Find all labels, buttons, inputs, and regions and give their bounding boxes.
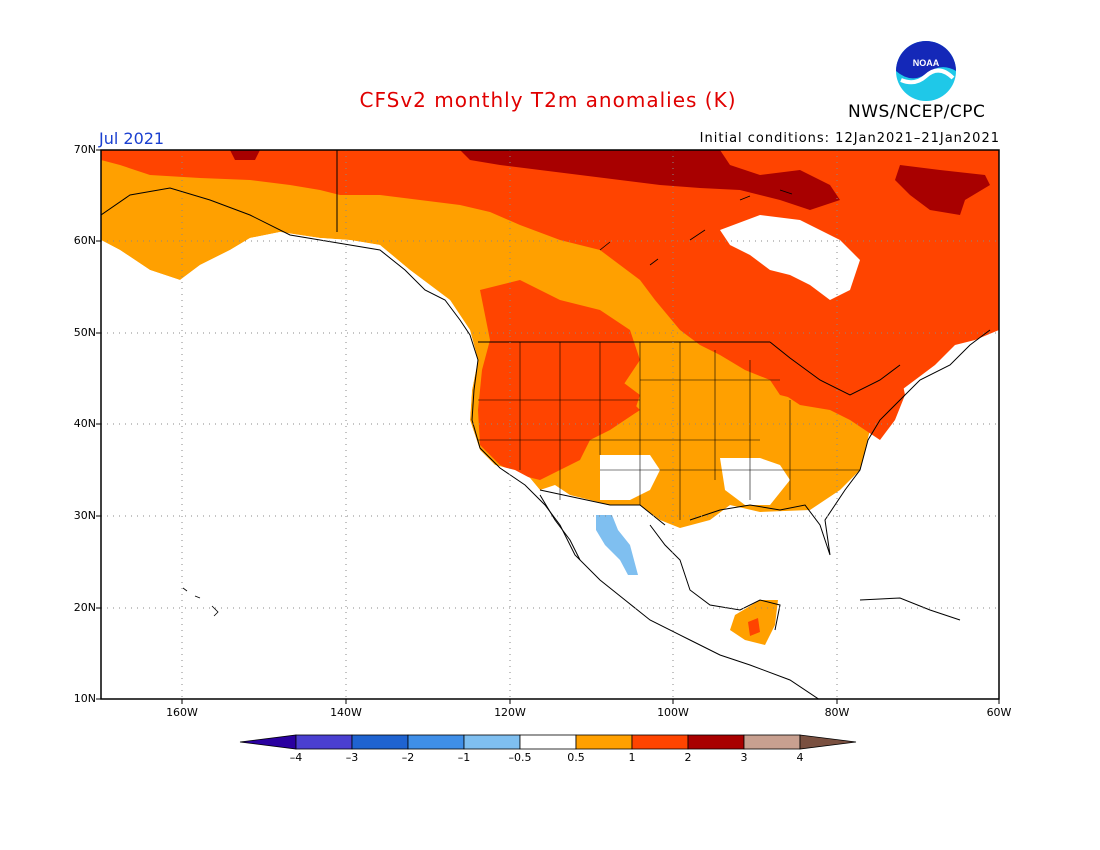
colorbar-bin	[463, 734, 521, 750]
lat-label-40n: 40N	[73, 417, 96, 430]
colorbar-arrow-high	[799, 734, 857, 750]
islands	[182, 189, 793, 617]
map-title-text: CFSv2 monthly T2m anomalies (K)	[359, 88, 737, 112]
anomaly-region-1-2-west	[478, 280, 640, 480]
initial-conditions-label: Initial conditions: 12Jan2021–21Jan2021	[699, 131, 1000, 146]
colorbar-label: –0.5	[508, 751, 532, 764]
map-title: CFSv2 monthly T2m anomalies (K)	[0, 88, 1100, 112]
colorbar-bin	[575, 734, 633, 750]
lon-label-100w: 100W	[657, 706, 689, 719]
anomaly-region-2-3-arctic	[460, 150, 840, 210]
anomaly-region-1-2-north	[101, 150, 999, 405]
lat-label-10n: 10N	[73, 692, 96, 705]
colorbar-label: 3	[740, 751, 748, 764]
colorbar-bin	[743, 734, 801, 750]
colorbar-bin	[631, 734, 689, 750]
colorbar-bin	[351, 734, 409, 750]
colorbar-label: 0.5	[567, 751, 585, 764]
colorbar-label: 4	[796, 751, 804, 764]
colorbar-arrow-low	[239, 734, 297, 750]
noaa-logo: NOAA	[896, 41, 956, 101]
lon-label-60w: 60W	[986, 706, 1012, 719]
anomaly-shading	[101, 150, 999, 699]
anomaly-region-2-3-northeast	[895, 165, 990, 215]
colorbar-label: –4	[289, 751, 303, 764]
lon-label-160w: 160W	[166, 706, 198, 719]
colorbar-label: 1	[628, 751, 636, 764]
anomaly-region-neutral-southwest	[600, 455, 660, 500]
axis-ticks	[96, 149, 1000, 704]
lat-label-70n: 70N	[73, 143, 96, 156]
colorbar-bin	[407, 734, 465, 750]
lat-label-30n: 30N	[73, 509, 96, 522]
lat-label-60n: 60N	[73, 234, 96, 247]
valid-month-label: Jul 2021	[99, 129, 165, 148]
anomaly-region-2-3-nw	[230, 150, 260, 160]
anomaly-region-1-2-central-america	[748, 618, 760, 636]
colorbar-label: –3	[345, 751, 359, 764]
colorbar-label: –1	[457, 751, 471, 764]
colorbar-bin	[687, 734, 745, 750]
anomaly-region-1-2-northeast	[780, 365, 905, 440]
anomaly-region-neutral-hudson	[720, 215, 860, 300]
lat-label-20n: 20N	[73, 601, 96, 614]
anomaly-region-neutral-pacific	[101, 232, 817, 699]
colorbar-bin	[295, 734, 353, 750]
anomaly-region-neg-0.5-1-mexico	[596, 515, 638, 575]
lat-label-50n: 50N	[73, 326, 96, 339]
anomaly-region-1-2-rockies	[585, 380, 640, 415]
colorbar-label: –2	[401, 751, 415, 764]
coastlines	[101, 150, 991, 699]
agency-label: NWS/NCEP/CPC	[848, 102, 986, 122]
colorbar-bin	[519, 734, 577, 750]
noaa-logo-text: NOAA	[913, 58, 940, 68]
state-borders	[478, 342, 860, 520]
colorbar-label: 2	[684, 751, 692, 764]
lon-label-140w: 140W	[330, 706, 362, 719]
lon-label-80w: 80W	[824, 706, 850, 719]
lon-label-120w: 120W	[494, 706, 526, 719]
